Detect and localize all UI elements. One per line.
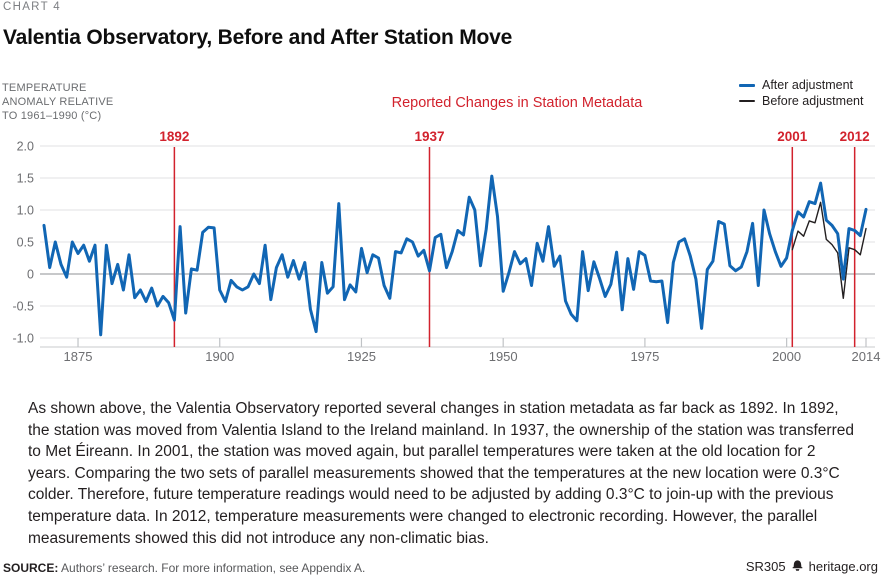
svg-text:1.5: 1.5 [17,172,34,186]
y-axis-label-line: TEMPERATURE [2,82,87,94]
after-adjustment-line-swatch [739,83,755,87]
legend-label: Before adjustment [762,94,864,108]
svg-text:2014: 2014 [852,349,881,364]
legend-item-after-adjustment: After adjustment [739,77,863,93]
description-paragraph: As shown above, the Valentia Observatory… [28,400,854,547]
svg-text:Reported Changes in Station Me: Reported Changes in Station Metadata [392,95,644,111]
legend-item-before-adjustment: Before adjustment [739,93,863,109]
svg-text:-0.5: -0.5 [12,300,34,314]
source-note: SOURCE: Authors’ research. For more info… [3,561,365,575]
publication-mark: SR305 heritage.org [746,559,878,574]
report-id: SR305 [745,559,786,574]
page-title: Valentia Observatory, Before and After S… [3,26,513,49]
source-text: Authors’ research. For more information,… [58,561,366,575]
svg-text:0.5: 0.5 [17,236,34,250]
source-label: SOURCE: [3,561,59,575]
svg-text:1875: 1875 [64,349,93,364]
y-axis-label-line: TO 1961–1990 (°C) [2,110,102,122]
svg-text:1925: 1925 [347,349,376,364]
svg-text:1937: 1937 [414,129,444,144]
svg-text:1900: 1900 [205,349,234,364]
svg-text:2012: 2012 [840,129,870,144]
heritage-bell-icon [791,560,804,575]
before-adjustment-line-swatch [739,100,755,102]
svg-text:1.0: 1.0 [17,204,34,218]
svg-text:-1.0: -1.0 [12,332,34,346]
y-axis-label-line: ANOMALY RELATIVE [2,96,114,108]
y-axis-label: TEMPERATURE ANOMALY RELATIVE TO 1961–199… [2,81,113,123]
svg-text:0: 0 [27,268,34,282]
svg-text:2.0: 2.0 [17,140,34,154]
site-name: heritage.org [808,559,878,574]
chart-number: CHART 4 [3,1,61,13]
svg-text:2001: 2001 [777,129,808,144]
svg-text:1950: 1950 [489,349,518,364]
legend-label: After adjustment [762,78,854,92]
svg-text:1975: 1975 [630,349,659,364]
legend: After adjustment Before adjustment [739,77,863,109]
svg-text:1892: 1892 [159,129,189,144]
svg-text:2000: 2000 [772,349,801,364]
